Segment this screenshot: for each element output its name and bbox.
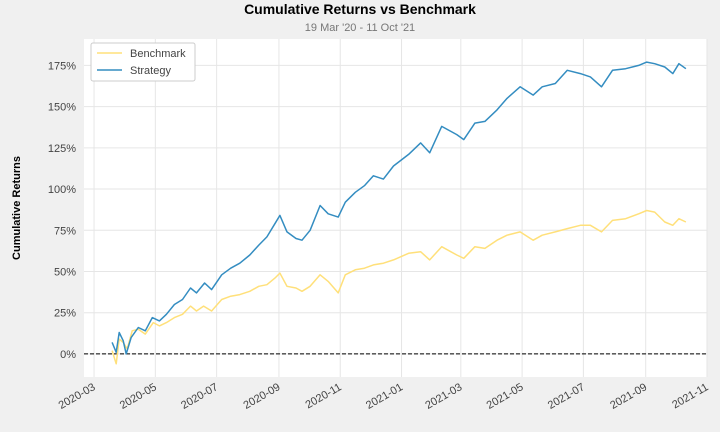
- x-tick-label: 2020-09: [241, 381, 282, 412]
- x-tick-label: 2021-01: [364, 381, 405, 412]
- chart-subtitle: 19 Mar '20 - 11 Oct '21: [304, 22, 416, 34]
- y-tick-label: 175%: [48, 60, 76, 72]
- y-tick-label: 150%: [48, 102, 76, 114]
- legend-label-benchmark: Benchmark: [130, 48, 186, 60]
- y-axis-ticks: 0% 25% 50% 75% 100% 125% 150% 175%: [48, 60, 76, 361]
- y-tick-label: 50%: [54, 266, 76, 278]
- x-tick-label: 2021-11: [670, 381, 710, 411]
- x-tick-label: 2020-03: [57, 381, 98, 412]
- series-line-benchmark: [111, 209, 687, 365]
- series-line-strategy: [111, 61, 687, 355]
- x-tick-label: 2021-05: [485, 381, 526, 412]
- x-tick-label: 2020-11: [303, 381, 343, 411]
- y-tick-label: 75%: [54, 225, 76, 237]
- x-tick-label: 2020-07: [179, 381, 220, 412]
- y-tick-label: 125%: [48, 143, 76, 155]
- x-tick-label: 2020-05: [118, 381, 159, 412]
- grid-lines: [84, 39, 708, 377]
- x-tick-label: 2021-09: [608, 381, 649, 412]
- legend: Benchmark Strategy: [90, 42, 196, 82]
- x-axis-ticks: 2020-03 2020-05 2020-07 2020-09 2020-11 2021-…: [57, 381, 711, 412]
- plot-area: [84, 39, 707, 377]
- y-tick-label: 100%: [48, 184, 76, 196]
- y-tick-label: 0%: [60, 349, 76, 361]
- x-tick-label: 2021-07: [546, 381, 587, 412]
- x-tick-label: 2021-03: [423, 381, 464, 412]
- chart-title: Cumulative Returns vs Benchmark: [244, 1, 476, 17]
- y-tick-label: 25%: [54, 308, 76, 320]
- series-lines: [111, 61, 687, 365]
- legend-label-strategy: Strategy: [130, 65, 171, 77]
